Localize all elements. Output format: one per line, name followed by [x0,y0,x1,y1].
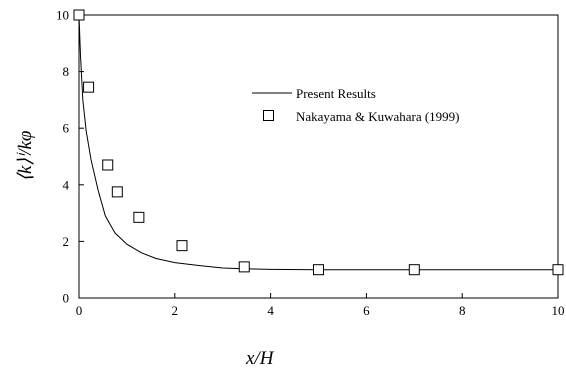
legend-marker-square [263,110,274,121]
data-point-nakayama [238,261,250,273]
data-point-nakayama [111,186,123,198]
data-point-nakayama [552,264,564,276]
y-tick-label: 4 [63,177,70,192]
y-tick-label: 0 [63,291,70,306]
series-line-present-results [78,14,558,271]
y-tick-label: 2 [63,234,70,249]
y-tick-label: 8 [63,64,70,79]
x-tick-label: 2 [172,303,179,318]
y-axis-title: ⟨k⟩ⁱ/kφ [15,131,36,182]
y-tick-label: 6 [63,121,70,136]
x-axis-ticks: 0 2 4 6 8 10 [76,293,565,318]
series-layer [73,9,564,276]
plot-frame [78,14,559,299]
y-tick-label: 10 [56,8,69,23]
x-tick-label: 6 [363,303,370,318]
legend: Present Results Nakayama & Kuwahara (199… [252,86,460,124]
data-point-nakayama [176,240,188,252]
x-tick-label: 10 [552,303,565,318]
x-tick-label: 8 [459,303,466,318]
data-point-nakayama [102,159,114,171]
x-axis-title: x/H [245,348,275,369]
x-tick-label: 4 [267,303,274,318]
data-point-nakayama [313,264,324,276]
data-point-nakayama [73,9,85,21]
legend-label-present-results: Present Results [296,86,376,101]
data-point-nakayama [408,264,420,276]
x-tick-label: 0 [76,303,83,318]
data-point-nakayama [83,81,95,93]
data-point-nakayama [133,211,145,223]
y-axis-ticks: 0 2 4 6 8 10 [56,8,84,306]
legend-label-nakayama: Nakayama & Kuwahara (1999) [296,109,460,124]
